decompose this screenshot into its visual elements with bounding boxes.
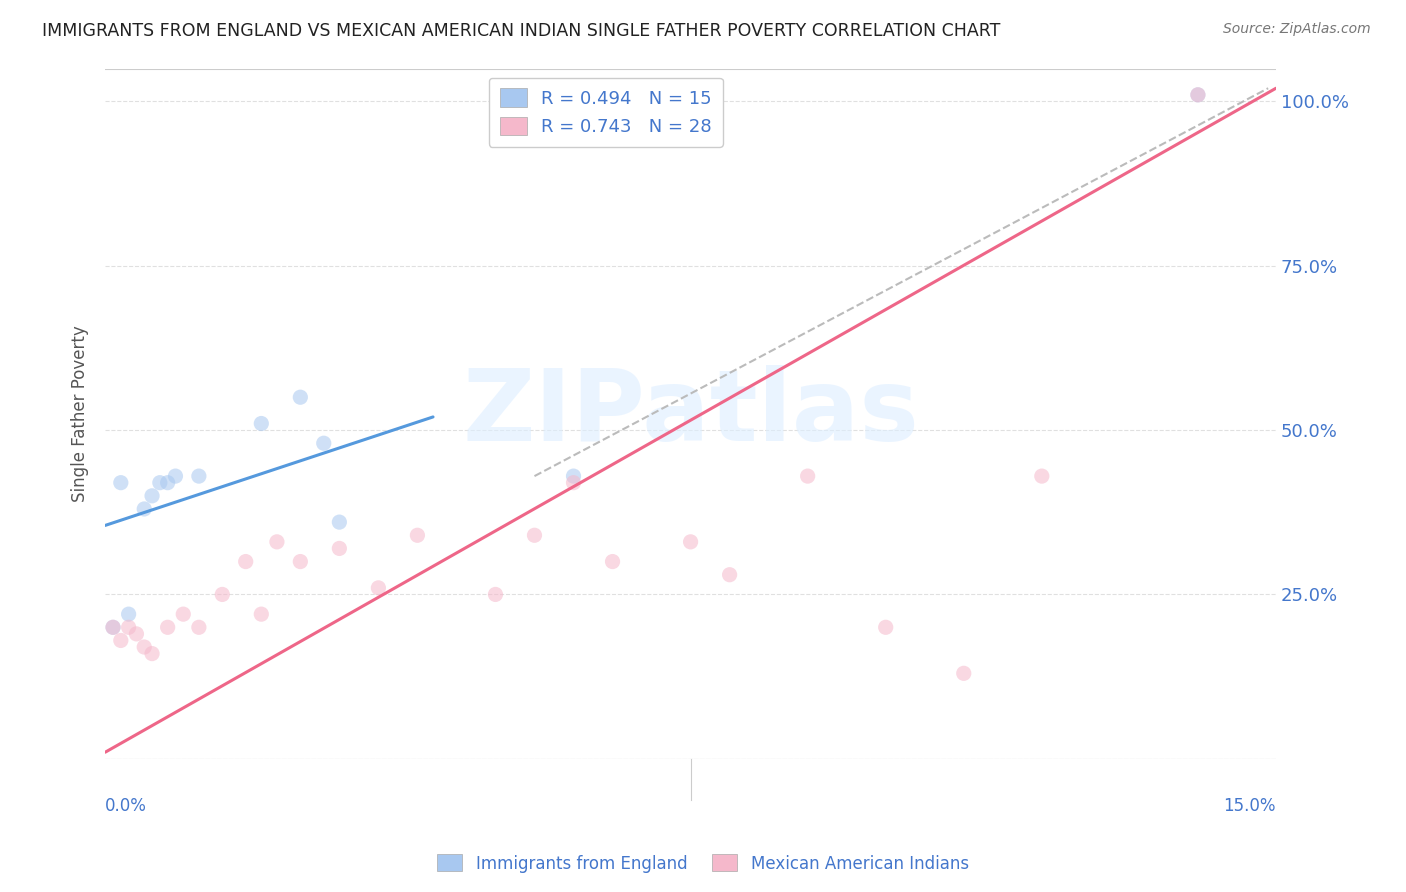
Text: ZIPatlas: ZIPatlas: [463, 365, 920, 462]
Point: [156, 475, 179, 490]
Text: 0.0%: 0.0%: [105, 797, 148, 814]
Point: [562, 469, 585, 483]
Point: [796, 469, 818, 483]
Point: [110, 475, 132, 490]
Point: [211, 587, 233, 601]
Point: [312, 436, 335, 450]
Legend: R = 0.494   N = 15, R = 0.743   N = 28: R = 0.494 N = 15, R = 0.743 N = 28: [489, 78, 723, 147]
Legend: Immigrants from England, Mexican American Indians: Immigrants from England, Mexican America…: [430, 847, 976, 880]
Point: [250, 607, 273, 622]
Point: [117, 607, 139, 622]
Point: [149, 475, 172, 490]
Point: [117, 620, 139, 634]
Point: [110, 633, 132, 648]
Point: [406, 528, 429, 542]
Point: [602, 555, 624, 569]
Point: [101, 620, 124, 634]
Point: [134, 640, 156, 654]
Point: [523, 528, 546, 542]
Point: [101, 620, 124, 634]
Point: [250, 417, 273, 431]
Y-axis label: Single Father Poverty: Single Father Poverty: [72, 326, 89, 502]
Text: IMMIGRANTS FROM ENGLAND VS MEXICAN AMERICAN INDIAN SINGLE FATHER POVERTY CORRELA: IMMIGRANTS FROM ENGLAND VS MEXICAN AMERI…: [42, 22, 1001, 40]
Point: [290, 390, 312, 404]
Point: [1187, 87, 1209, 102]
Point: [328, 515, 350, 529]
Point: [718, 567, 741, 582]
Point: [187, 620, 209, 634]
Point: [235, 555, 257, 569]
Point: [134, 502, 156, 516]
Point: [562, 475, 585, 490]
Point: [165, 469, 187, 483]
Point: [141, 647, 163, 661]
Text: Source: ZipAtlas.com: Source: ZipAtlas.com: [1223, 22, 1371, 37]
Point: [156, 620, 179, 634]
Point: [328, 541, 350, 556]
Point: [875, 620, 897, 634]
Point: [367, 581, 389, 595]
Point: [187, 469, 209, 483]
Point: [141, 489, 163, 503]
Point: [679, 534, 702, 549]
Point: [266, 534, 288, 549]
Point: [1031, 469, 1053, 483]
Point: [290, 555, 312, 569]
Point: [172, 607, 194, 622]
Point: [125, 627, 148, 641]
Point: [1187, 87, 1209, 102]
Text: 15.0%: 15.0%: [1223, 797, 1277, 814]
Point: [952, 666, 974, 681]
Point: [484, 587, 506, 601]
